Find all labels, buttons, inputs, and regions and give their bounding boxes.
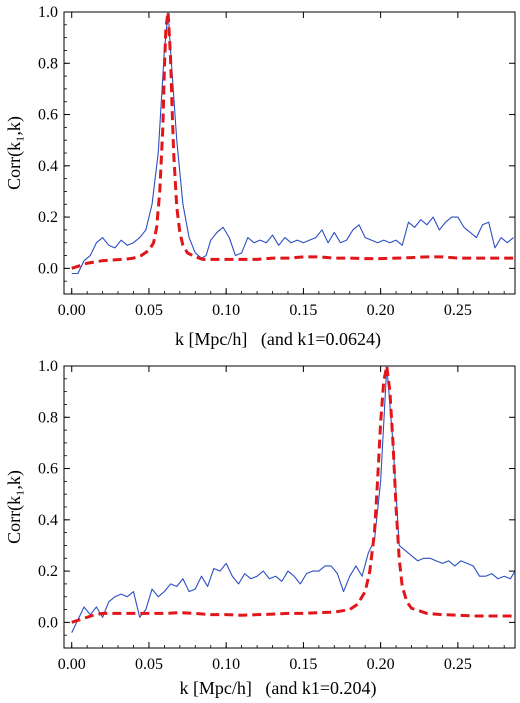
x-tick-label: 0.05	[135, 656, 163, 673]
y-tick-label: 0.6	[38, 107, 58, 124]
panel-bottom: 0.00 0.05 0.10 0.15 0.20 0.25 0.0 0.2 0.4 0.6 0.8…	[4, 358, 516, 699]
series-line-dashed-red	[71, 366, 515, 624]
x-tick-label: 0.05	[135, 302, 163, 319]
x-ticks-bottom: 0.00 0.05 0.10 0.15 0.20 0.25	[58, 366, 505, 673]
x-tick-label: 0.25	[444, 302, 472, 319]
x-tick-label: 0.15	[289, 656, 317, 673]
panel-top: 0.00 0.05 0.10 0.15 0.20 0.25 0.0 0.2 0.4 0.6 0.8…	[4, 4, 516, 350]
series-layer-bottom	[71, 366, 515, 633]
y-tick-label: 1.0	[38, 4, 58, 21]
x-tick-label: 0.00	[58, 302, 86, 319]
y-tick-label: 0.2	[38, 209, 58, 226]
y-axis-label-bottom: Corr(k₁,k)	[4, 470, 25, 544]
x-tick-label: 0.15	[289, 302, 317, 319]
x-tick-label: 0.10	[212, 302, 240, 319]
y-ticks-bottom: 0.0 0.2 0.4 0.6 0.8 1.0	[38, 358, 515, 649]
series-line-dashed-red	[71, 12, 515, 270]
y-tick-label: 0.0	[38, 614, 58, 631]
plot-frame-bottom	[63, 365, 516, 649]
y-axis-label-top: Corr(k₁,k)	[4, 116, 25, 190]
series-line-solid-blue	[71, 366, 515, 633]
y-tick-label: 0.2	[38, 563, 58, 580]
y-ticks-top: 0.0 0.2 0.4 0.6 0.8 1.0	[38, 4, 515, 295]
x-axis-label-top: k [Mpc/h] (and k1=0.0624)	[175, 329, 381, 350]
y-tick-label: 0.8	[38, 409, 58, 426]
x-tick-label: 0.20	[367, 302, 395, 319]
y-tick-label: 0.6	[38, 461, 58, 478]
y-tick-label: 0.0	[38, 260, 58, 277]
y-tick-label: 0.4	[38, 158, 58, 175]
x-tick-label: 0.00	[58, 656, 86, 673]
series-line-solid-blue	[71, 12, 514, 275]
y-tick-label: 0.8	[38, 55, 58, 72]
y-tick-label: 0.4	[38, 512, 58, 529]
x-tick-label: 0.10	[212, 656, 240, 673]
y-tick-label: 1.0	[38, 358, 58, 375]
plot-frame-top	[63, 11, 516, 295]
x-ticks-top: 0.00 0.05 0.10 0.15 0.20 0.25	[58, 12, 505, 319]
x-axis-label-bottom: k [Mpc/h] (and k1=0.204)	[179, 678, 376, 699]
x-tick-label: 0.25	[444, 656, 472, 673]
x-tick-label: 0.20	[367, 656, 395, 673]
series-layer-top	[71, 12, 515, 275]
